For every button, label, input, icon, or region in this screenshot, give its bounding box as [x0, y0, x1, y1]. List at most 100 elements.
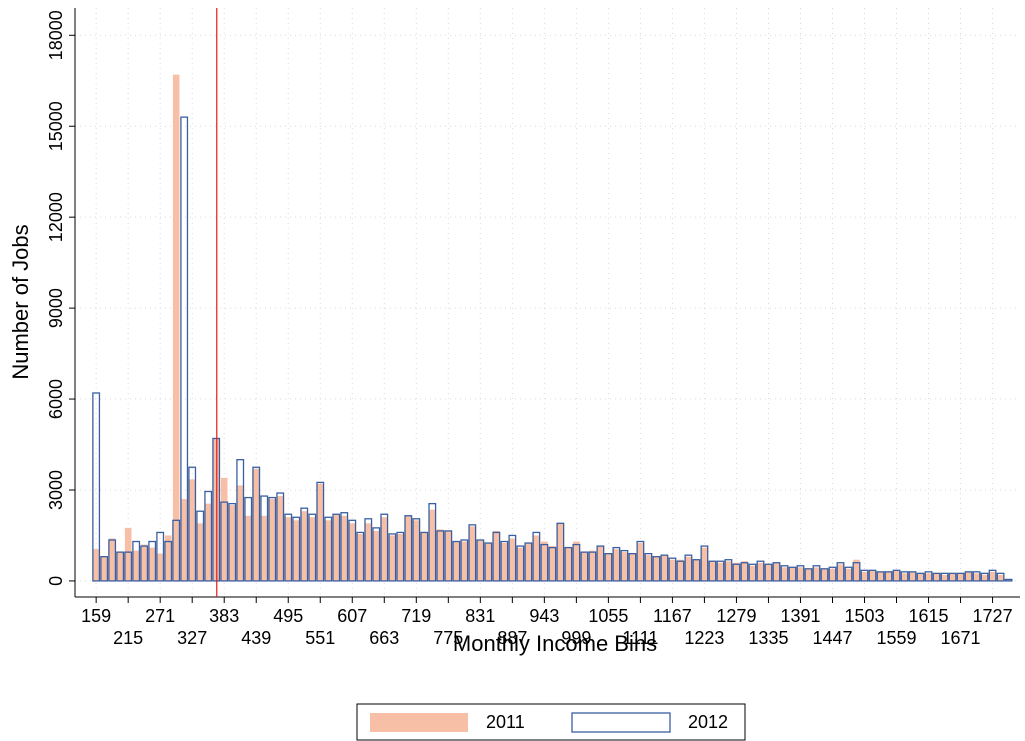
bar — [1005, 579, 1012, 581]
bar — [541, 541, 548, 581]
x-tick-label: 607 — [337, 606, 367, 626]
bar — [685, 556, 692, 581]
bar — [444, 530, 453, 582]
y-tick-label: 18000 — [46, 10, 66, 60]
x-tick-label: 1503 — [844, 606, 884, 626]
bar — [724, 559, 733, 582]
bar — [396, 531, 405, 582]
bar — [236, 459, 245, 582]
bar — [780, 565, 789, 582]
bar — [940, 572, 949, 582]
bar — [324, 520, 332, 581]
bar — [709, 561, 716, 581]
bar — [989, 571, 996, 581]
bar — [116, 552, 124, 581]
x-tick-label: 1559 — [876, 628, 916, 648]
bar — [236, 485, 244, 581]
bar — [725, 561, 732, 581]
bar — [132, 550, 140, 581]
bar — [612, 546, 621, 582]
y-tick-label: 0 — [46, 576, 66, 586]
bar — [188, 479, 196, 581]
bar — [756, 560, 765, 582]
y-axis-label: Number of Jobs — [8, 224, 33, 379]
bar — [997, 574, 1004, 581]
bar — [188, 466, 197, 582]
bar — [92, 549, 100, 581]
bar — [453, 541, 460, 581]
bar — [645, 555, 652, 581]
bar — [116, 551, 125, 582]
bar — [445, 530, 452, 581]
y-tick-label: 9000 — [46, 288, 66, 328]
bar — [669, 559, 676, 581]
bar — [676, 560, 685, 582]
bar — [356, 533, 364, 581]
y-tick-label: 12000 — [46, 192, 66, 242]
bar — [284, 513, 293, 582]
bar — [677, 559, 684, 581]
bar — [436, 530, 445, 582]
bar — [868, 569, 877, 582]
bar — [845, 568, 852, 581]
bar — [124, 527, 132, 581]
x-tick-label: 999 — [561, 628, 591, 648]
bar — [924, 571, 933, 582]
bar — [917, 573, 924, 581]
bar — [909, 571, 916, 581]
bar — [972, 571, 981, 582]
bar — [820, 568, 829, 582]
bar — [164, 535, 172, 581]
bar — [660, 554, 669, 582]
bar — [156, 531, 165, 582]
bar — [348, 519, 357, 582]
bar — [964, 571, 973, 582]
bar — [757, 562, 764, 581]
bar — [821, 568, 828, 581]
bar — [100, 556, 108, 581]
bar — [381, 517, 388, 581]
bar — [876, 571, 885, 582]
bar — [156, 553, 164, 581]
bar — [372, 530, 380, 581]
bar — [813, 567, 820, 581]
x-tick-label: 1279 — [716, 606, 756, 626]
bar — [772, 562, 781, 582]
bar — [1004, 578, 1013, 582]
x-tick-label: 1223 — [684, 628, 724, 648]
bar — [613, 549, 620, 581]
bar — [196, 523, 204, 581]
bar — [348, 523, 356, 581]
bar — [557, 523, 564, 581]
x-tick-label: 1055 — [588, 606, 628, 626]
bar — [492, 531, 501, 582]
bar — [861, 571, 868, 581]
bar — [804, 568, 813, 582]
x-tick-label: 159 — [81, 606, 111, 626]
bar — [604, 553, 613, 582]
bar — [268, 496, 277, 582]
bar — [493, 530, 500, 581]
bar — [549, 546, 556, 581]
bar — [532, 531, 541, 582]
bar — [565, 547, 572, 581]
x-tick-label: 1447 — [812, 628, 852, 648]
bar — [413, 520, 420, 581]
bar — [596, 545, 605, 582]
bar — [981, 574, 988, 581]
x-tick-label: 271 — [145, 606, 175, 626]
bar — [828, 566, 837, 582]
x-tick-label: 551 — [305, 628, 335, 648]
bar — [877, 571, 884, 581]
bar — [796, 565, 805, 582]
bar — [708, 560, 717, 582]
bar — [540, 543, 549, 582]
bar — [996, 572, 1005, 582]
x-tick-label: 943 — [529, 606, 559, 626]
x-tick-label: 1111 — [622, 628, 658, 648]
bar — [957, 573, 964, 581]
bar — [692, 559, 701, 582]
x-tick-label: 439 — [241, 628, 271, 648]
bar — [468, 524, 477, 582]
bar — [477, 540, 484, 581]
